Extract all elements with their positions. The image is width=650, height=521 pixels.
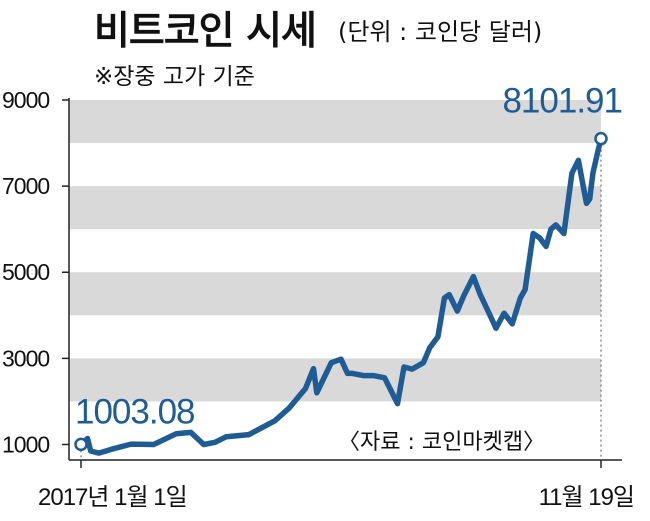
data-labels: 1003.08 8101.91 bbox=[75, 82, 623, 432]
y-tick-label-7000: 7000 bbox=[2, 173, 49, 199]
chart-title: 비트코인 시세 bbox=[94, 9, 316, 54]
grid-band-9000 bbox=[69, 100, 601, 144]
start-value-label: 1003.08 bbox=[75, 392, 195, 431]
grid-band-5000 bbox=[69, 272, 601, 316]
x-tick-label-end: 11월 19일 bbox=[539, 484, 634, 511]
axes bbox=[62, 98, 622, 468]
source-label: 〈자료 : 코인마켓캡〉 bbox=[338, 430, 545, 455]
end-value-label: 8101.91 bbox=[502, 82, 622, 121]
endpoint-marker-0 bbox=[74, 437, 88, 452]
y-tick-label-1000: 1000 bbox=[2, 431, 49, 457]
endpoint-marker-1 bbox=[594, 131, 608, 146]
grid-band-7000 bbox=[69, 186, 601, 230]
price-series-line bbox=[78, 135, 604, 456]
y-tick-labels: 1000 3000 5000 7000 9000 bbox=[2, 87, 50, 457]
grid-band-3000 bbox=[69, 358, 601, 402]
endpoint-markers bbox=[74, 131, 608, 452]
unit-label: (단위 : 코인당 달러) bbox=[338, 18, 542, 46]
grid-bands bbox=[69, 100, 601, 402]
y-tick-label-5000: 5000 bbox=[2, 259, 49, 285]
y-tick-label-9000: 9000 bbox=[2, 87, 49, 113]
x-tick-label-start: 2017년 1월 1일 bbox=[38, 484, 187, 511]
y-tick-label-3000: 3000 bbox=[2, 345, 49, 371]
x-tick-labels: 2017년 1월 1일 11월 19일 bbox=[38, 484, 635, 511]
chart-note: ※장중 고가 기준 bbox=[94, 64, 255, 90]
